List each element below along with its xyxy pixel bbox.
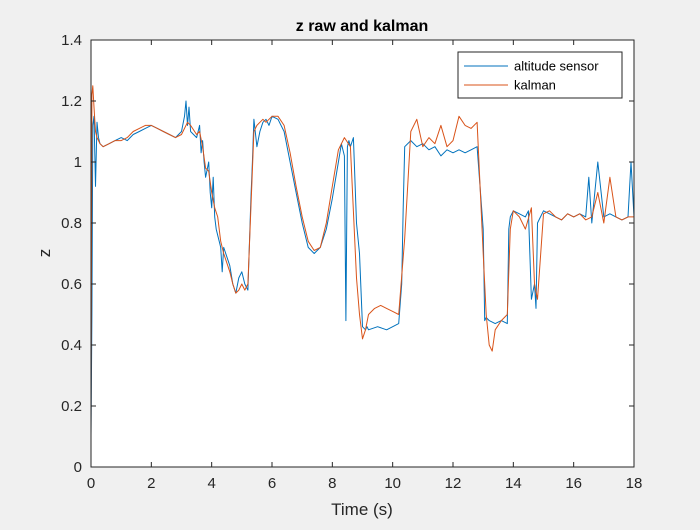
plot-frame: [90, 39, 635, 468]
x-tick-label: 10: [384, 475, 401, 492]
x-tick-label: 12: [445, 475, 462, 492]
x-tick-label: 2: [147, 475, 155, 492]
y-axis-label: z: [35, 249, 54, 258]
legend-label-kalman: kalman: [514, 78, 556, 93]
y-tick-label: 1.2: [61, 93, 82, 110]
y-tick-label: 0.6: [61, 276, 82, 293]
legend: altitude sensor kalman: [457, 51, 623, 99]
x-tick-label: 8: [328, 475, 336, 492]
x-tick-label: 0: [87, 475, 95, 492]
x-axis: 0 2 4 6 8 10 12 14 16 18: [87, 40, 643, 492]
x-tick-label: 16: [565, 475, 582, 492]
x-tick-label: 6: [268, 475, 276, 492]
y-tick-label: 0.2: [61, 398, 82, 415]
x-tick-label: 18: [626, 475, 643, 492]
x-tick-label: 4: [207, 475, 215, 492]
y-tick-label: 1: [74, 154, 82, 171]
y-axis: 0 0.2 0.4 0.6 0.8 1 1.2 1.4: [61, 32, 634, 476]
series-layer: [90, 85, 635, 437]
x-tick-label: 14: [505, 475, 522, 492]
y-tick-label: 1.4: [61, 32, 82, 49]
series-line-altitude-sensor: [90, 100, 635, 437]
legend-label-altitude-sensor: altitude sensor: [514, 59, 599, 74]
y-tick-label: 0.4: [61, 337, 82, 354]
plot-area: [91, 40, 634, 467]
y-tick-label: 0: [74, 459, 82, 476]
series-line-kalman: [90, 85, 634, 437]
x-axis-label: Time (s): [331, 500, 393, 519]
legend-box: [457, 51, 623, 99]
chart-title: z raw and kalman: [296, 18, 429, 35]
y-tick-label: 0.8: [61, 215, 82, 232]
